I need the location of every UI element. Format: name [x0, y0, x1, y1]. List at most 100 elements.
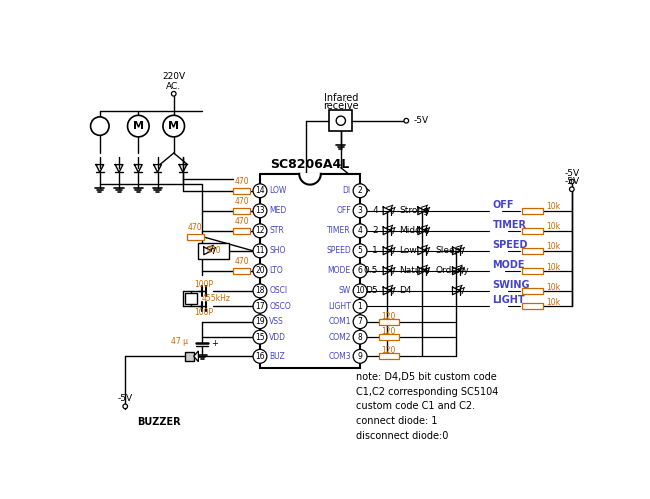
Text: SW: SW [339, 286, 351, 295]
Circle shape [253, 349, 267, 363]
Bar [260, 174, 360, 368]
Circle shape [353, 349, 367, 363]
Text: Low: Low [399, 247, 417, 255]
Circle shape [253, 204, 267, 218]
Text: 470: 470 [207, 247, 221, 255]
Bar [522, 248, 543, 254]
Text: 6: 6 [358, 266, 363, 275]
Text: 15: 15 [255, 332, 265, 342]
Circle shape [353, 204, 367, 218]
Text: note: D4,D5 bit custom code
C1,C2 corresponding SC5104
custom code C1 and C2.
co: note: D4,D5 bit custom code C1,C2 corres… [356, 372, 499, 441]
Text: 0.5: 0.5 [363, 266, 378, 275]
Circle shape [253, 299, 267, 313]
Bar [233, 188, 250, 194]
Text: 220V
AC.: 220V AC. [162, 72, 185, 91]
Text: 10: 10 [356, 286, 365, 295]
Circle shape [353, 244, 367, 258]
Text: Nature: Nature [399, 266, 430, 275]
Circle shape [353, 330, 367, 344]
Text: OSCO: OSCO [269, 302, 291, 311]
Text: Infared: Infared [324, 93, 358, 103]
Bar [522, 303, 543, 309]
Text: Sleep: Sleep [436, 247, 461, 255]
Text: 100P: 100P [194, 308, 213, 317]
Bar [522, 208, 543, 214]
Text: -5V: -5V [414, 116, 429, 125]
Text: 20: 20 [255, 266, 265, 275]
Bar [378, 334, 398, 340]
Text: 100P: 100P [194, 280, 213, 289]
Text: 16: 16 [255, 352, 265, 361]
Bar [299, 173, 321, 186]
Text: 8: 8 [358, 332, 363, 342]
Text: 470: 470 [188, 224, 203, 233]
Circle shape [253, 330, 267, 344]
Circle shape [253, 315, 267, 329]
Circle shape [253, 224, 267, 238]
Text: COM3: COM3 [328, 352, 351, 361]
Bar [330, 110, 352, 132]
Text: 19: 19 [255, 317, 265, 326]
Text: 120: 120 [382, 346, 396, 355]
Circle shape [353, 315, 367, 329]
Text: Orderly: Orderly [436, 266, 469, 275]
Text: SPEED: SPEED [326, 247, 351, 255]
Text: 1: 1 [358, 302, 363, 311]
Text: receive: receive [323, 101, 359, 111]
Text: VDD: VDD [269, 332, 286, 342]
Circle shape [163, 115, 185, 137]
Text: 13: 13 [255, 206, 265, 215]
Circle shape [336, 116, 345, 125]
Text: 1: 1 [372, 247, 378, 255]
Text: 10k: 10k [547, 243, 560, 251]
Circle shape [253, 184, 267, 198]
Text: BUZZER: BUZZER [136, 417, 181, 427]
Bar [185, 293, 197, 304]
Text: 18: 18 [255, 286, 265, 295]
Bar [233, 208, 250, 214]
Text: SPEED: SPEED [493, 240, 528, 250]
Text: BUZ: BUZ [269, 352, 285, 361]
Circle shape [353, 264, 367, 278]
Bar [522, 288, 543, 294]
Bar [233, 268, 250, 274]
Text: OFF: OFF [493, 200, 514, 210]
Text: 10k: 10k [547, 282, 560, 291]
Circle shape [253, 244, 267, 258]
Text: 10k: 10k [547, 203, 560, 212]
Text: 12: 12 [255, 227, 265, 236]
Text: 7: 7 [358, 317, 363, 326]
Text: 11: 11 [255, 247, 265, 255]
Text: 9: 9 [358, 352, 363, 361]
Text: 10k: 10k [547, 262, 560, 271]
Text: 2: 2 [372, 227, 378, 236]
Text: SC8206A4L: SC8206A4L [270, 158, 350, 171]
Text: COM2: COM2 [328, 332, 351, 342]
Bar [522, 228, 543, 234]
Circle shape [569, 187, 574, 192]
Text: -5V: -5V [564, 169, 579, 178]
Text: D4: D4 [399, 286, 412, 295]
Text: Middle: Middle [399, 227, 430, 236]
Text: 470: 470 [234, 197, 249, 206]
Text: 3: 3 [358, 206, 363, 215]
Text: 4: 4 [358, 227, 363, 236]
Text: STR: STR [269, 227, 284, 236]
Text: SWING: SWING [493, 280, 530, 290]
Circle shape [123, 404, 127, 409]
Text: TIMER: TIMER [327, 227, 351, 236]
Circle shape [127, 115, 149, 137]
Circle shape [353, 299, 367, 313]
Text: SHO: SHO [269, 247, 285, 255]
Text: 10k: 10k [547, 223, 560, 232]
Circle shape [253, 264, 267, 278]
Circle shape [569, 179, 574, 184]
Bar [187, 234, 203, 240]
Text: M: M [168, 121, 179, 131]
Text: Strong: Strong [399, 206, 429, 215]
Text: MED: MED [269, 206, 287, 215]
Text: 4: 4 [372, 206, 378, 215]
Text: LOW: LOW [269, 186, 287, 195]
Circle shape [90, 117, 109, 135]
Text: MODE: MODE [493, 259, 525, 269]
